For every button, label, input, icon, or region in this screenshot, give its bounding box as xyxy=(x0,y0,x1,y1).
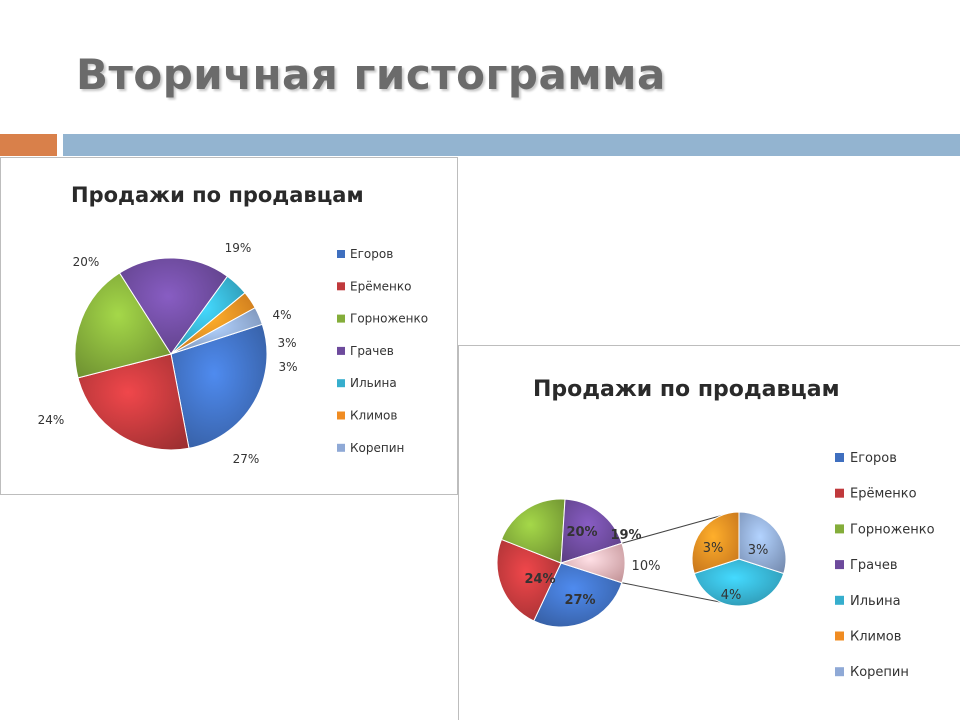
data-label-klimov: 3% xyxy=(703,541,724,556)
chart-title: Продажи по продавцам xyxy=(71,183,364,207)
data-label-eremenko: 24% xyxy=(38,413,65,427)
secondary-slice-korepin xyxy=(738,511,787,575)
legend-swatch-korepin xyxy=(337,443,345,452)
data-label-eremenko: 24% xyxy=(524,572,555,587)
legend-swatch-eremenko xyxy=(337,282,345,291)
slide-title: Вторичная гистограмма xyxy=(76,50,666,99)
data-label-korepin: 3% xyxy=(278,360,297,374)
legend-label-ilina: Ильина xyxy=(850,594,901,609)
connector-line-bottom xyxy=(621,582,726,604)
legend-swatch-egorov xyxy=(337,250,345,258)
legend-label-eremenko: Ерёменко xyxy=(850,487,917,502)
legend-label-egorov: Егоров xyxy=(850,451,897,466)
pie-chart: Продажи по продавцам 27%24%20%19%4%3%3% … xyxy=(38,183,428,466)
main-slice-gornozhenko xyxy=(500,498,566,564)
pie-slices xyxy=(74,257,268,451)
pie-slice-gornozhenko xyxy=(74,272,172,379)
bar-of-pie-chart: Продажи по продавцам 27% 24% 20% 19% 10% 4% 3%… xyxy=(496,377,935,680)
chart-title: Продажи по продавцам xyxy=(533,377,840,402)
pie-slice-korepin xyxy=(170,307,263,355)
legend-label-korepin: Корепин xyxy=(850,665,909,680)
legend-label-gornozhenko: Горноженко xyxy=(850,522,935,537)
legend-label-ilina: Ильина xyxy=(350,376,397,390)
legend-label-egorov: Егоров xyxy=(350,247,393,261)
accent-bar-blue xyxy=(63,134,960,156)
connector-line-top xyxy=(621,513,728,544)
legend-swatch-gornozhenko xyxy=(337,314,345,323)
legend-swatch-gornozhenko xyxy=(835,524,844,534)
legend-label-eremenko: Ерёменко xyxy=(350,279,411,293)
pie-slice-grachev xyxy=(118,257,229,355)
main-slice-egorov xyxy=(533,562,623,628)
data-label-ilina: 4% xyxy=(721,588,742,603)
data-label-grachev: 19% xyxy=(610,528,641,543)
main-slice-grachev xyxy=(560,498,623,564)
data-label-egorov: 27% xyxy=(564,593,595,608)
legend-swatch-ilina xyxy=(835,595,844,605)
data-label-gornozhenko: 20% xyxy=(566,525,597,540)
pie-data-labels: 27% 24% 20% 19% 10% 4% 3% 3% xyxy=(524,525,768,608)
main-pie-slices xyxy=(496,498,626,628)
data-label-egorov: 27% xyxy=(233,452,260,466)
data-label-grachev: 19% xyxy=(225,241,252,255)
legend-label-grachev: Грачев xyxy=(350,344,394,358)
legend-label-klimov: Климов xyxy=(350,409,397,423)
legend-label-gornozhenko: Горноженко xyxy=(350,312,428,326)
legend-swatch-klimov xyxy=(835,631,844,641)
main-slice-eremenko xyxy=(496,538,562,622)
legend-swatch-grachev xyxy=(835,560,844,570)
pie-slice-eremenko xyxy=(77,353,190,451)
legend-label-klimov: Климов xyxy=(850,630,901,645)
chart-legend: Егоров Ерёменко Горноженко Грачев Ильина Клим… xyxy=(835,451,935,680)
chart-panel-bar-of-pie: Продажи по продавцам 27% 24% 20% 19% 10% 4% 3%… xyxy=(458,345,960,720)
legend-swatch-grachev xyxy=(337,346,345,355)
accent-bar-orange xyxy=(0,134,57,156)
connector-lines xyxy=(621,513,728,604)
data-label-gornozhenko: 20% xyxy=(73,255,100,269)
legend-label-grachev: Грачев xyxy=(850,558,898,573)
legend-swatch-ilina xyxy=(337,379,345,388)
legend-label-korepin: Корепин xyxy=(350,441,404,455)
data-label-korepin: 3% xyxy=(748,543,769,558)
legend-swatch-korepin xyxy=(835,667,844,677)
legend-swatch-klimov xyxy=(337,411,345,420)
chart-legend: Егоров Ерёменко Горноженко Грачев Ильина Клим… xyxy=(337,247,428,455)
data-label-ilina: 4% xyxy=(272,308,291,322)
secondary-slice-klimov xyxy=(691,511,740,575)
secondary-slice-ilina xyxy=(693,558,785,607)
data-label-other: 10% xyxy=(632,559,661,574)
pie-slice-egorov xyxy=(170,323,268,449)
main-slice-other xyxy=(559,542,626,584)
legend-swatch-egorov xyxy=(835,453,844,462)
legend-swatch-eremenko xyxy=(835,488,844,498)
chart-panel-pie: Продажи по продавцам 27% 24% 20% 19% 4% 3% 3% … xyxy=(0,157,458,495)
data-label-klimov: 3% xyxy=(277,336,296,350)
secondary-pie-slices xyxy=(691,511,787,607)
pie-data-labels: 27% 24% 20% 19% 4% 3% 3% xyxy=(38,241,298,466)
